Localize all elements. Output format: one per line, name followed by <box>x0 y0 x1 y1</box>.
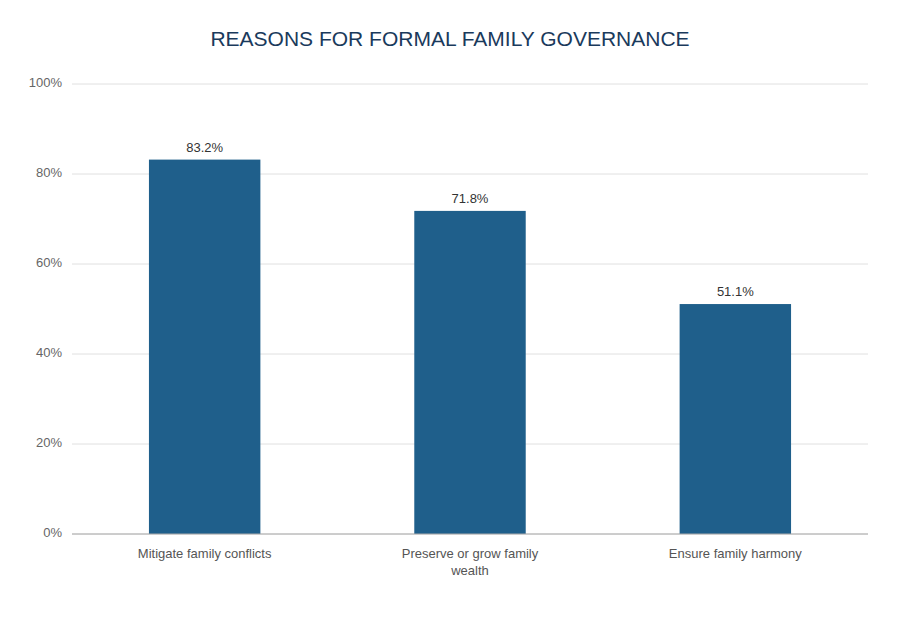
bar <box>680 304 791 534</box>
bar <box>414 211 525 534</box>
x-axis-line <box>72 534 868 535</box>
y-tick-label: 100% <box>29 75 63 90</box>
chart-svg: REASONS FOR FORMAL FAMILY GOVERNANCE 0% 20… <box>0 0 900 626</box>
data-label: 71.8% <box>452 191 489 206</box>
grid-line <box>72 84 868 85</box>
y-tick-label: 0% <box>43 525 62 540</box>
x-tick-label: Preserve or grow familywealth <box>402 546 539 578</box>
x-axis: Mitigate family conflicts Preserve or gro… <box>138 546 802 578</box>
grid-line <box>72 534 868 535</box>
data-labels: 83.2% 71.8% 51.1% <box>186 140 754 299</box>
y-tick-label: 40% <box>36 345 62 360</box>
data-label: 83.2% <box>186 140 223 155</box>
chart-title: REASONS FOR FORMAL FAMILY GOVERNANCE <box>210 27 689 50</box>
data-label: 51.1% <box>717 284 754 299</box>
y-tick-label: 20% <box>36 435 62 450</box>
x-tick-label: Mitigate family conflicts <box>138 546 272 561</box>
bars <box>149 160 791 534</box>
x-tick-label: Ensure family harmony <box>669 546 802 561</box>
y-tick-label: 80% <box>36 165 62 180</box>
y-tick-label: 60% <box>36 255 62 270</box>
y-axis: 0% 20% 40% 60% 80% 100% <box>29 75 868 540</box>
bar <box>149 160 260 534</box>
chart-container: REASONS FOR FORMAL FAMILY GOVERNANCE 0% 20… <box>0 0 900 626</box>
